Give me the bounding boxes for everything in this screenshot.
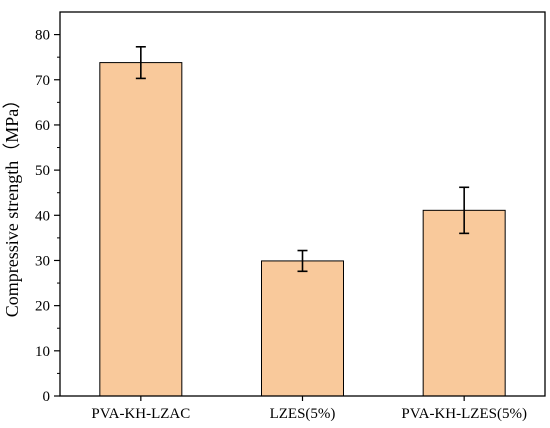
- bars-group: [99, 62, 506, 397]
- bar-1: [99, 62, 183, 397]
- y-tick-label: 40: [35, 208, 50, 224]
- y-tick-label: 20: [35, 299, 50, 315]
- y-tick-label: 30: [35, 253, 50, 269]
- x-tick-label: PVA-KH-LZAC: [91, 406, 190, 422]
- y-axis-ticks: 0 10 20 30 40 50 60 70 80: [35, 28, 60, 405]
- y-tick-label: 0: [43, 389, 51, 405]
- error-bars-group: [135, 45, 470, 273]
- error-bar-3: [459, 186, 470, 235]
- y-tick-label: 70: [35, 73, 50, 89]
- error-bar-2: [297, 249, 308, 273]
- y-tick-label: 10: [35, 344, 50, 360]
- error-bar-1: [135, 45, 146, 80]
- y-tick-label: 50: [35, 163, 50, 179]
- y-axis-title: Compressive strength（MPa）: [2, 91, 22, 318]
- bar-2: [261, 260, 344, 397]
- y-tick-label: 60: [35, 118, 50, 134]
- bar-3: [422, 209, 506, 397]
- plot-frame: [59, 11, 546, 397]
- y-tick-label: 80: [35, 28, 50, 44]
- x-tick-label: LZES(5%): [270, 406, 336, 422]
- x-axis-ticks: PVA-KH-LZAC LZES(5%) PVA-KH-LZES(5%): [91, 396, 527, 422]
- x-tick-label: PVA-KH-LZES(5%): [401, 406, 527, 422]
